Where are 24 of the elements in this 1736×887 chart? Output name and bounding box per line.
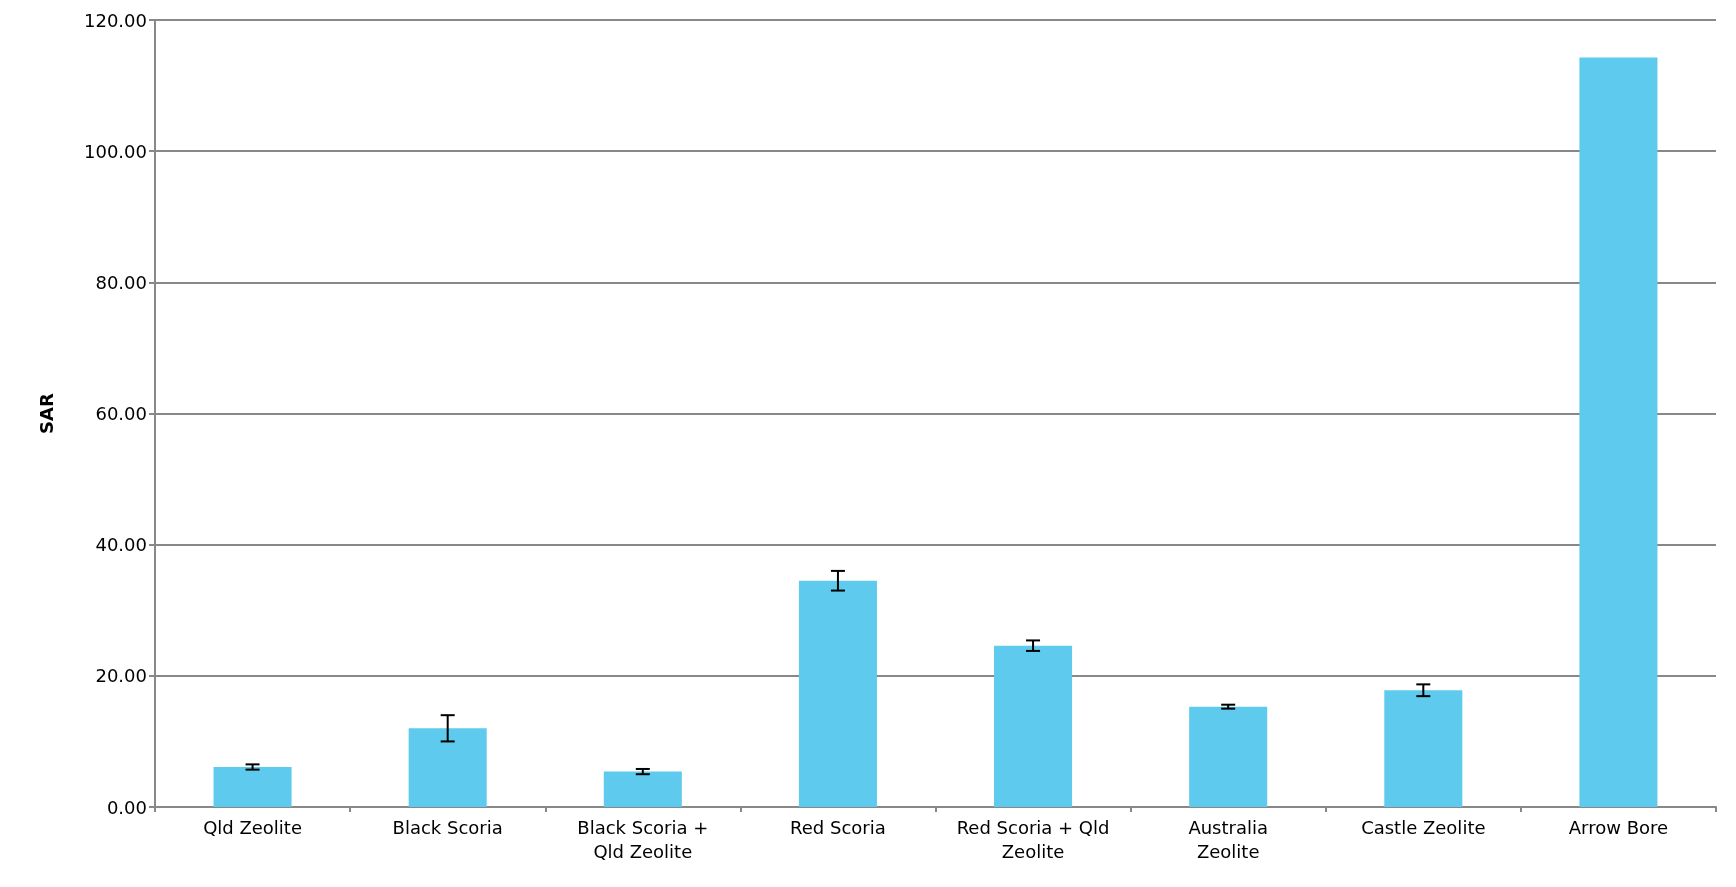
x-tick-label: Red Scoria + Qld Zeolite [956,816,1110,862]
bar [994,645,1073,807]
y-tick-label: 120.00 [84,9,147,31]
bar [408,728,487,807]
bar [603,771,682,807]
x-tick-label: Black Scoria [392,816,503,838]
y-tick-label: 60.00 [95,403,147,424]
x-tick-label: Castle Zeolite [1361,816,1486,838]
bar [798,580,877,807]
y-tick-label: 100.00 [84,140,147,162]
y-axis-title: SAR [35,392,57,434]
bar [1189,706,1268,807]
x-tick-label: Qld Zeolite [203,816,302,838]
bar [1579,57,1658,807]
bar [1384,690,1463,807]
y-tick-label: 80.00 [95,271,147,293]
x-tick-label: Red Scoria [790,816,886,838]
x-tick-label: Black Scoria + Qld Zeolite [577,816,709,862]
x-tick-label: Arrow Bore [1568,816,1669,838]
y-tick-label: 40.00 [95,534,147,556]
bar [213,766,292,807]
y-tick-label: 20.00 [95,665,147,687]
x-tick-label: Australia Zeolite [1188,816,1268,862]
y-tick-label: 0.00 [106,796,147,818]
